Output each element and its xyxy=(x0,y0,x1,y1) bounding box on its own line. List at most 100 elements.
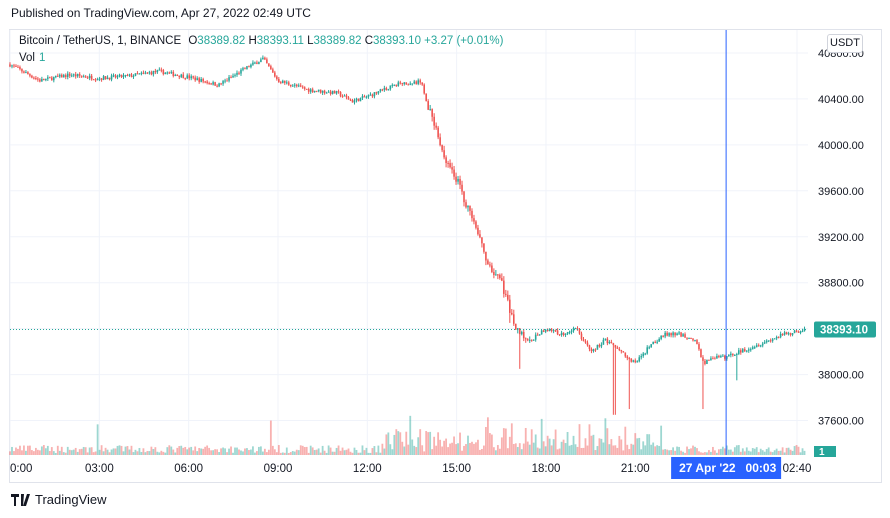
candle-body xyxy=(184,78,187,80)
volume-bar xyxy=(367,452,370,455)
volume-bar xyxy=(473,443,475,455)
volume-bar xyxy=(46,445,49,455)
volume-bar xyxy=(52,451,55,455)
volume-bar xyxy=(614,445,617,455)
candle-body xyxy=(178,75,181,78)
candle-body xyxy=(397,82,400,86)
volume-bar xyxy=(492,447,495,455)
candle-body xyxy=(797,331,800,333)
candle-body xyxy=(268,63,270,67)
volume-bar xyxy=(353,447,356,455)
volume-bar xyxy=(674,450,676,455)
candle-body xyxy=(477,227,479,235)
candle-body xyxy=(371,94,374,97)
candle-body xyxy=(128,74,131,76)
candle-body xyxy=(11,65,13,67)
candle-body xyxy=(700,349,702,358)
candle-body xyxy=(152,70,155,75)
volume-bar xyxy=(343,450,346,455)
candle-body xyxy=(702,357,704,361)
volume-bar xyxy=(666,449,669,455)
volume-bar xyxy=(767,447,770,455)
candle-body xyxy=(240,69,242,74)
volume-bar xyxy=(437,432,440,455)
volume-bar xyxy=(757,452,760,455)
candle-body xyxy=(634,360,637,363)
candle-body xyxy=(254,62,256,64)
candle-body xyxy=(136,73,139,75)
volume-bar xyxy=(749,451,752,455)
volume-bar xyxy=(393,434,396,455)
candle-body xyxy=(708,359,710,361)
volume-bar xyxy=(202,448,205,455)
volume-bar xyxy=(429,431,432,455)
volume-bar xyxy=(64,452,67,455)
volume-bar xyxy=(32,451,35,455)
candle-body xyxy=(664,332,666,337)
candle-body xyxy=(104,76,107,80)
volume-bar xyxy=(425,430,428,455)
candle-body xyxy=(789,333,792,335)
volume-bar xyxy=(771,452,774,455)
candle-body xyxy=(718,355,720,357)
candle-body xyxy=(96,79,99,81)
candle-body xyxy=(578,330,581,334)
volume-bar xyxy=(508,436,511,455)
volume-bar xyxy=(664,449,667,455)
candle-body xyxy=(256,62,258,64)
candle-body xyxy=(487,260,489,265)
volume-bar xyxy=(538,448,541,455)
candle-body xyxy=(202,79,204,82)
volume-bar xyxy=(401,441,404,455)
volume-bar xyxy=(347,448,350,455)
volume-bar xyxy=(574,444,577,455)
candle-body xyxy=(771,339,774,341)
candle-body xyxy=(582,339,585,342)
candle-body xyxy=(43,78,45,81)
candle-body xyxy=(238,72,240,74)
volume-bar xyxy=(134,449,137,455)
volume-bar xyxy=(608,444,611,455)
volume-bar xyxy=(148,451,151,455)
volume-bar xyxy=(383,448,386,455)
volume-bar xyxy=(793,446,796,455)
candle-body xyxy=(29,74,31,76)
volume-bar xyxy=(490,434,493,455)
footer-brand[interactable]: TradingView xyxy=(11,492,107,507)
volume-bar xyxy=(411,439,414,455)
volume-bar xyxy=(68,449,71,455)
candle-body xyxy=(200,79,202,82)
candle-body xyxy=(540,330,543,335)
volume-bar xyxy=(23,445,25,455)
candle-body xyxy=(124,75,127,77)
candle-body xyxy=(532,339,535,341)
volume-bar xyxy=(60,446,63,455)
candle-body xyxy=(734,355,736,357)
volume-bar xyxy=(686,446,688,455)
volume-bar xyxy=(578,424,581,455)
candle-body xyxy=(373,92,376,97)
crosshair-time-badge: 27 Apr '22 00:03 xyxy=(671,457,782,479)
volume-bar xyxy=(721,446,724,455)
candle-body xyxy=(353,100,356,103)
volume-bar xyxy=(532,442,535,455)
x-tick-label: 09:00 xyxy=(264,463,293,475)
volume-bar xyxy=(694,446,696,455)
volume-bar xyxy=(530,429,533,455)
currency-button[interactable]: USDT xyxy=(827,34,863,53)
candle-body xyxy=(503,280,505,294)
candle-body xyxy=(234,74,236,76)
volume-bar xyxy=(381,443,384,455)
candle-body xyxy=(41,78,43,82)
volume-bar xyxy=(785,447,788,455)
volume-bar xyxy=(76,451,79,455)
candle-body xyxy=(616,347,619,349)
volume-bar xyxy=(54,452,57,455)
candle-body xyxy=(66,73,69,78)
volume-bar xyxy=(504,428,507,455)
candle-body xyxy=(644,353,647,355)
volume-bar xyxy=(453,436,455,455)
volume-bar xyxy=(21,450,23,455)
candle-body xyxy=(763,342,766,344)
